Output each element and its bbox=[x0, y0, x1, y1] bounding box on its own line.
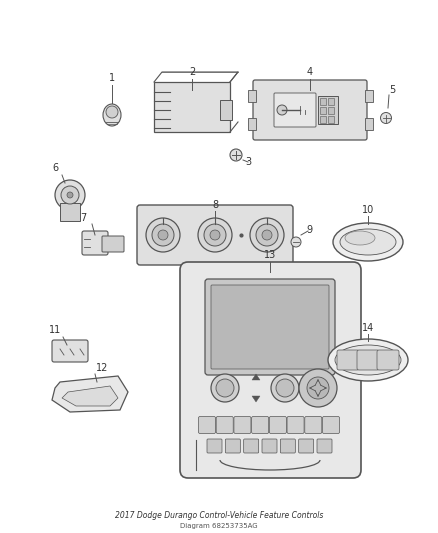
FancyBboxPatch shape bbox=[244, 439, 259, 453]
Ellipse shape bbox=[198, 218, 232, 252]
Ellipse shape bbox=[381, 112, 392, 124]
Bar bbox=[320, 107, 326, 114]
Bar bbox=[220, 100, 232, 120]
Text: 10: 10 bbox=[362, 205, 374, 215]
Ellipse shape bbox=[210, 230, 220, 240]
Bar bbox=[365, 118, 373, 130]
Ellipse shape bbox=[250, 218, 284, 252]
Text: 8: 8 bbox=[212, 200, 218, 210]
Ellipse shape bbox=[256, 224, 278, 246]
FancyBboxPatch shape bbox=[322, 416, 339, 433]
Text: Diagram 68253735AG: Diagram 68253735AG bbox=[180, 523, 258, 529]
Bar bbox=[318, 96, 338, 124]
Ellipse shape bbox=[103, 104, 121, 126]
Ellipse shape bbox=[335, 345, 401, 375]
Ellipse shape bbox=[333, 223, 403, 261]
Ellipse shape bbox=[67, 192, 73, 198]
Ellipse shape bbox=[328, 339, 408, 381]
FancyBboxPatch shape bbox=[52, 340, 88, 362]
Text: 7: 7 bbox=[80, 213, 86, 223]
Ellipse shape bbox=[106, 106, 118, 118]
Ellipse shape bbox=[204, 224, 226, 246]
Bar bbox=[248, 118, 256, 130]
Ellipse shape bbox=[211, 374, 239, 402]
Polygon shape bbox=[252, 374, 260, 380]
Text: 9: 9 bbox=[306, 225, 312, 235]
Ellipse shape bbox=[152, 224, 174, 246]
Ellipse shape bbox=[146, 218, 180, 252]
FancyBboxPatch shape bbox=[299, 439, 314, 453]
Text: 6: 6 bbox=[52, 163, 58, 173]
Ellipse shape bbox=[158, 230, 168, 240]
Text: 5: 5 bbox=[389, 85, 395, 95]
Text: 1: 1 bbox=[109, 73, 115, 83]
FancyBboxPatch shape bbox=[280, 439, 295, 453]
Ellipse shape bbox=[262, 230, 272, 240]
Ellipse shape bbox=[299, 369, 337, 407]
Bar bbox=[60, 203, 80, 221]
FancyBboxPatch shape bbox=[252, 416, 268, 433]
Ellipse shape bbox=[216, 379, 234, 397]
Ellipse shape bbox=[340, 229, 396, 255]
FancyBboxPatch shape bbox=[253, 80, 367, 140]
Text: 11: 11 bbox=[49, 325, 61, 335]
FancyBboxPatch shape bbox=[305, 416, 322, 433]
Text: 12: 12 bbox=[96, 363, 108, 373]
Polygon shape bbox=[52, 376, 128, 412]
Ellipse shape bbox=[345, 231, 375, 245]
Ellipse shape bbox=[271, 374, 299, 402]
Bar bbox=[365, 90, 373, 102]
FancyBboxPatch shape bbox=[82, 231, 108, 255]
Bar bbox=[320, 98, 326, 105]
Ellipse shape bbox=[55, 180, 85, 210]
FancyBboxPatch shape bbox=[287, 416, 304, 433]
FancyBboxPatch shape bbox=[357, 350, 379, 370]
Polygon shape bbox=[62, 386, 118, 406]
Bar bbox=[248, 90, 256, 102]
FancyBboxPatch shape bbox=[225, 439, 240, 453]
FancyBboxPatch shape bbox=[198, 416, 215, 433]
FancyBboxPatch shape bbox=[102, 236, 124, 252]
FancyBboxPatch shape bbox=[180, 262, 361, 478]
Polygon shape bbox=[252, 396, 260, 402]
FancyBboxPatch shape bbox=[137, 205, 293, 265]
Bar bbox=[320, 116, 326, 123]
FancyBboxPatch shape bbox=[377, 350, 399, 370]
Text: 2017 Dodge Durango Control-Vehicle Feature Controls: 2017 Dodge Durango Control-Vehicle Featu… bbox=[115, 511, 323, 520]
FancyBboxPatch shape bbox=[234, 416, 251, 433]
Ellipse shape bbox=[277, 105, 287, 115]
Ellipse shape bbox=[276, 379, 294, 397]
Polygon shape bbox=[154, 82, 230, 132]
Ellipse shape bbox=[230, 149, 242, 161]
Bar bbox=[328, 107, 334, 114]
Bar bbox=[328, 116, 334, 123]
Text: 2: 2 bbox=[189, 67, 195, 77]
FancyBboxPatch shape bbox=[211, 285, 329, 369]
FancyBboxPatch shape bbox=[337, 350, 359, 370]
FancyBboxPatch shape bbox=[205, 279, 335, 375]
Text: 3: 3 bbox=[245, 157, 251, 167]
FancyBboxPatch shape bbox=[317, 439, 332, 453]
Ellipse shape bbox=[61, 186, 79, 204]
FancyBboxPatch shape bbox=[207, 439, 222, 453]
Text: 4: 4 bbox=[307, 67, 313, 77]
FancyBboxPatch shape bbox=[262, 439, 277, 453]
Ellipse shape bbox=[291, 237, 301, 247]
Bar bbox=[328, 98, 334, 105]
Text: 13: 13 bbox=[264, 250, 276, 260]
FancyBboxPatch shape bbox=[216, 416, 233, 433]
FancyBboxPatch shape bbox=[274, 93, 316, 127]
FancyBboxPatch shape bbox=[269, 416, 286, 433]
Text: 14: 14 bbox=[362, 323, 374, 333]
Ellipse shape bbox=[307, 377, 329, 399]
